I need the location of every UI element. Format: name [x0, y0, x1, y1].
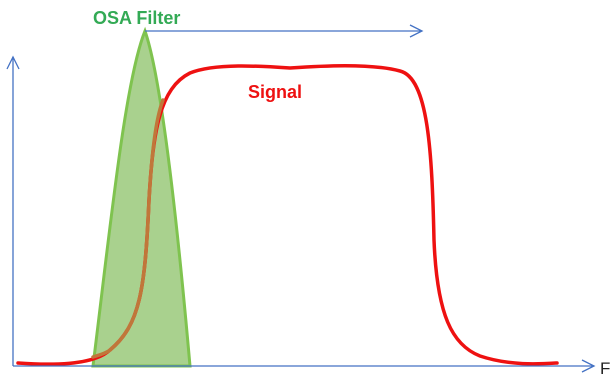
x-axis-arrowhead	[581, 359, 596, 373]
signal-through-filter-curve	[91, 98, 165, 359]
osa-filter-label: OSA Filter	[93, 8, 180, 28]
y-axis-arrowhead	[6, 55, 20, 70]
x-axis-label: F	[600, 359, 610, 378]
osa-filter-passband	[91, 26, 192, 368]
sweep-arrow-head	[409, 24, 424, 38]
signal-label: Signal	[248, 82, 302, 102]
